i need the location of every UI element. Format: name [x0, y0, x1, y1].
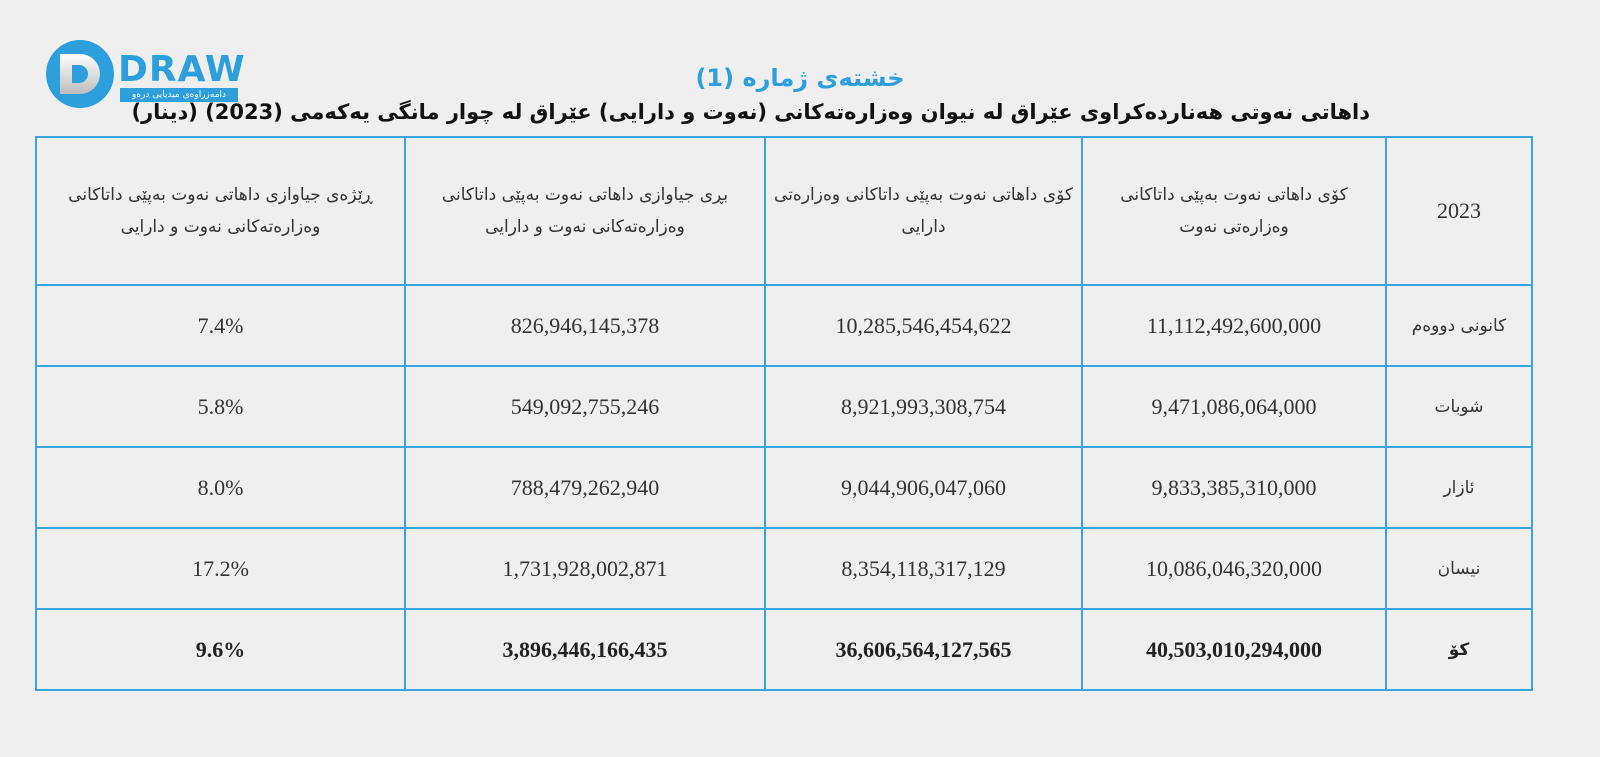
total-cell: 9.6% — [35, 608, 406, 691]
cell: 5.8% — [35, 365, 406, 448]
month-cell: شوبات — [1385, 365, 1533, 448]
header-finance-ministry: کۆی داهاتی نەوت بەپێی داتاکانی وەزارەتی … — [764, 136, 1083, 286]
cell: 17.2% — [35, 527, 406, 610]
logo-subtitle: دامەزراوەی میدیایی درەو — [120, 88, 238, 102]
cell: 7.4% — [35, 284, 406, 367]
header-difference-rate: ڕێژەی جیاوازی داهاتی نەوت بەپێی داتاکانی… — [35, 136, 406, 286]
total-row: کۆ 40,503,010,294,000 36,606,564,127,565… — [35, 608, 1533, 691]
cell: 9,471,086,064,000 — [1081, 365, 1387, 448]
cell: 8.0% — [35, 446, 406, 529]
header-row: 2023 کۆی داهاتی نەوت بەپێی داتاکانی وەزا… — [35, 136, 1533, 286]
cell: 10,086,046,320,000 — [1081, 527, 1387, 610]
table-number-title: خشتەی ژمارە (1) — [695, 64, 905, 92]
cell: 549,092,755,246 — [404, 365, 766, 448]
cell: 1,731,928,002,871 — [404, 527, 766, 610]
logo-circle — [46, 40, 114, 108]
header-difference-amount: بڕی جیاوازی داهاتی نەوت بەپێی داتاکانی و… — [404, 136, 766, 286]
table-caption: داهاتی نەوتی هەناردەکراوی عێراق لە نیوان… — [131, 100, 1370, 124]
cell: 11,112,492,600,000 — [1081, 284, 1387, 367]
header-year: 2023 — [1385, 136, 1533, 286]
total-cell: 40,503,010,294,000 — [1081, 608, 1387, 691]
table-row: ئازار 9,833,385,310,000 9,044,906,047,06… — [35, 446, 1533, 529]
total-cell: 36,606,564,127,565 — [764, 608, 1083, 691]
cell: 826,946,145,378 — [404, 284, 766, 367]
cell: 8,921,993,308,754 — [764, 365, 1083, 448]
total-cell: 3,896,446,166,435 — [404, 608, 766, 691]
month-cell: کانونی دووەم — [1385, 284, 1533, 367]
cell: 9,044,906,047,060 — [764, 446, 1083, 529]
cell: 8,354,118,317,129 — [764, 527, 1083, 610]
month-cell: ئازار — [1385, 446, 1533, 529]
cell: 788,479,262,940 — [404, 446, 766, 529]
table-row: کانونی دووەم 11,112,492,600,000 10,285,5… — [35, 284, 1533, 367]
table-row: شوبات 9,471,086,064,000 8,921,993,308,75… — [35, 365, 1533, 448]
month-cell: نیسان — [1385, 527, 1533, 610]
draw-logo: DRAW دامەزراوەی میدیایی درەو — [46, 40, 246, 110]
logo-text: DRAW — [118, 49, 246, 90]
cell: 9,833,385,310,000 — [1081, 446, 1387, 529]
total-label: کۆ — [1385, 608, 1533, 691]
table-row: نیسان 10,086,046,320,000 8,354,118,317,1… — [35, 527, 1533, 610]
header-oil-ministry: کۆی داهاتی نەوت بەپێی داتاکانی وەزارەتی … — [1081, 136, 1387, 286]
cell: 10,285,546,454,622 — [764, 284, 1083, 367]
oil-revenue-table: 2023 کۆی داهاتی نەوت بەپێی داتاکانی وەزا… — [35, 136, 1533, 691]
